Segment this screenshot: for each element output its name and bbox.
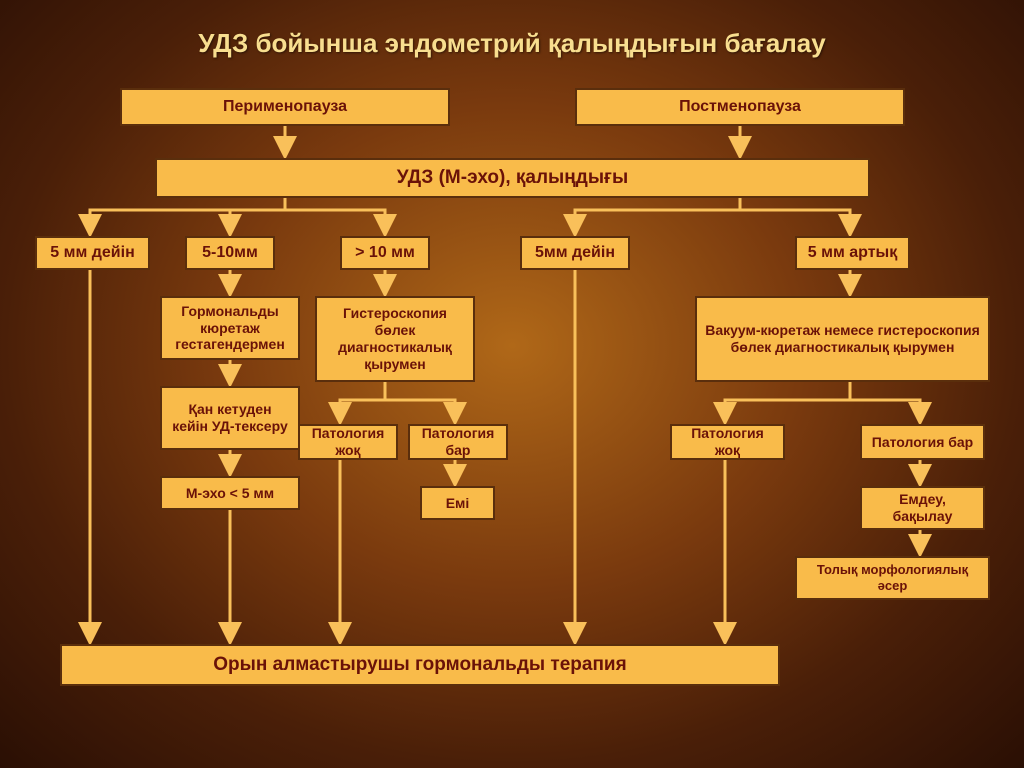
box-5-10: 5-10мм [185,236,275,270]
box-after-bleeding: Қан кетуден кейін УД-тексеру [160,386,300,450]
box-lt5-2: 5мм дейін [520,236,630,270]
box-lt5-1: 5 мм дейін [35,236,150,270]
box-hysteroscopy1: Гистероскопия бөлек диагностикалық қырум… [315,296,475,382]
box-hormonal-curettage: Гормональды кюретаж гестагендермен [160,296,300,360]
box-gt5: 5 мм артық [795,236,910,270]
box-gt10: > 10 мм [340,236,430,270]
page-title: УДЗ бойынша эндометрий қалыңдығын бағала… [0,0,1024,69]
box-emi: Емі [420,486,495,520]
box-full-morph: Толық морфологиялық әсер [795,556,990,600]
box-treat-monitor: Емдеу, бақылау [860,486,985,530]
box-path-yes-2: Патология бар [860,424,985,460]
box-vacuum: Вакуум-кюретаж немесе гистероскопия бөле… [695,296,990,382]
box-postmenopause: Постменопауза [575,88,905,126]
box-path-yes-1: Патология бар [408,424,508,460]
box-path-no-2: Патология жоқ [670,424,785,460]
box-mecho: УДЗ (М-эхо), қалыңдығы [155,158,870,198]
box-perimenopause: Перименопауза [120,88,450,126]
box-hrt: Орын алмастырушы гормональды терапия [60,644,780,686]
box-mecho-lt5: М-эхо < 5 мм [160,476,300,510]
box-path-no-1: Патология жоқ [298,424,398,460]
